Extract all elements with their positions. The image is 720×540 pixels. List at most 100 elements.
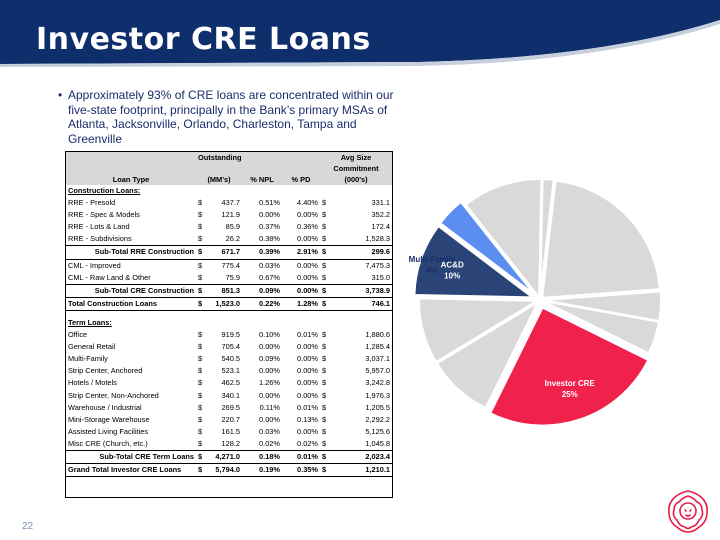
header-blank [282, 152, 320, 163]
row-pd: 0.00% [297, 390, 318, 400]
row-avg-commitment: 1,205.5 [365, 402, 390, 412]
row-currency: $ [320, 463, 330, 478]
row-label: Assisted Living Facilities [68, 426, 149, 436]
row-currency: $ [198, 330, 203, 340]
row-currency: $ [198, 390, 203, 400]
header-avg-2: Commitment [320, 163, 392, 174]
row-pd: 2.91% [282, 245, 320, 260]
header-blank [206, 163, 242, 174]
row-avg-commitment: 1,045.8 [365, 438, 390, 448]
row-avg-commitment: 352.2 [371, 210, 391, 220]
row-currency: $ [322, 198, 327, 208]
row-avg-commitment: 5,125.6 [365, 426, 390, 436]
row-pd: 1.28% [282, 296, 320, 311]
pie-other-slice [464, 180, 543, 300]
header-blank [282, 163, 320, 174]
pie-value-multi-family: 4% [426, 266, 438, 275]
subtotal-row: Sub-Total RRE Construction $671.7 0.39% 2.9… [66, 245, 392, 260]
row-currency: $ [196, 449, 206, 465]
row-currency: $ [320, 296, 330, 311]
header-blank [66, 152, 196, 163]
row-npl: 0.00% [259, 210, 280, 220]
row-label: RRE - Spec & Models [68, 210, 140, 220]
row-pd: 0.01% [297, 402, 318, 412]
row-currency: $ [322, 366, 327, 376]
table-row: RRE - Lots & Land $85.9 0.37% 0.36% $172.4 [66, 221, 392, 233]
header-loan-type: Loan Type [66, 174, 196, 185]
row-currency: $ [322, 342, 327, 352]
row-label: CML - Raw Land & Other [68, 272, 151, 282]
row-outstanding: 269.5 [221, 402, 241, 412]
row-npl: 0.03% [259, 426, 280, 436]
row-currency: $ [322, 438, 327, 448]
row-outstanding: 705.4 [221, 342, 241, 352]
table-row: General Retail $705.4 0.00% 0.00% $1,285.4 [66, 341, 392, 353]
row-npl: 0.19% [242, 463, 282, 478]
row-currency: $ [322, 354, 327, 364]
bullet-text: Approximately 93% of CRE loans are conce… [68, 88, 394, 146]
table-row: Strip Center, Anchored $523.1 0.00% 0.00% $5… [66, 365, 392, 377]
row-npl: 0.02% [259, 438, 280, 448]
row-avg-commitment: 7,475.3 [365, 260, 390, 270]
row-pd: 0.36% [297, 222, 318, 232]
row-currency: $ [322, 222, 327, 232]
row-outstanding: 1,523.0 [206, 296, 242, 311]
row-avg-commitment: 2,023.4 [330, 449, 392, 465]
row-label: Sub-Total RRE Construction [66, 245, 196, 260]
row-currency: $ [320, 283, 330, 298]
row-avg-commitment: 5,957.0 [365, 366, 390, 376]
section-row: Construction Loans: [66, 185, 392, 197]
row-npl: 0.00% [259, 414, 280, 424]
row-label: RRE - Subdivisions [68, 234, 132, 244]
row-npl: 0.10% [259, 330, 280, 340]
table-row: Mini-Storage Warehouse $220.7 0.00% 0.13% $2… [66, 414, 392, 426]
row-npl: 0.09% [242, 283, 282, 298]
row-outstanding: 26.2 [225, 234, 240, 244]
row-avg-commitment: 3,738.9 [330, 283, 392, 298]
row-label: CML - Improved [68, 260, 121, 270]
row-label: Grand Total Investor CRE Loans [66, 463, 196, 478]
page-number: 22 [22, 521, 34, 532]
row-pd: 0.01% [297, 330, 318, 340]
row-npl: 0.67% [259, 272, 280, 282]
row-outstanding: 437.7 [221, 198, 241, 208]
row-label: General Retail [68, 342, 116, 352]
row-currency: $ [196, 283, 206, 298]
row-pd: 0.35% [282, 463, 320, 478]
row-avg-commitment: 299.6 [330, 245, 392, 260]
table-row: Multi-Family $540.5 0.09% 0.00% $3,037.1 [66, 353, 392, 365]
row-outstanding: 220.7 [221, 414, 241, 424]
pie-other-slice [541, 180, 661, 300]
row-label: Warehouse / Industrial [68, 402, 142, 412]
grand-total-row: Grand Total Investor CRE Loans $5,794.0 0.… [66, 463, 392, 478]
subtotal-row: Sub-Total CRE Term Loans $4,271.0 0.18% 0.0… [66, 449, 392, 465]
row-npl: 0.38% [259, 234, 280, 244]
row-currency: $ [322, 330, 327, 340]
table-row: Assisted Living Facilities $161.5 0.03% 0.0… [66, 426, 392, 438]
pie-other-slice [435, 299, 541, 410]
row-label: RRE - Presold [68, 198, 116, 208]
row-avg-commitment: 1,528.3 [365, 234, 390, 244]
row-pd: 0.00% [297, 272, 318, 282]
row-pd: 0.00% [282, 283, 320, 298]
term-section-header: Term Loans: [68, 317, 112, 327]
row-npl: 0.37% [259, 222, 280, 232]
row-outstanding: 851.3 [206, 283, 242, 298]
lion-logo-icon [668, 490, 708, 533]
header-banner: Investor CRE Loans [0, 0, 720, 68]
row-avg-commitment: 3,037.1 [365, 354, 390, 364]
row-npl: 0.03% [259, 260, 280, 270]
table-row: Strip Center, Non-Anchored $340.1 0.00% 0.0… [66, 390, 392, 402]
header-avg-3: (000's) [320, 174, 392, 185]
row-currency: $ [198, 354, 203, 364]
table-row: Hotels / Motels $462.5 1.26% 0.00% $3,242.8 [66, 377, 392, 389]
row-pd: 0.00% [297, 378, 318, 388]
table-row: CML - Improved $775.4 0.03% 0.00% $7,475.3 [66, 259, 392, 272]
header-blank [242, 152, 282, 163]
row-pd: 0.00% [297, 342, 318, 352]
row-label: Office [68, 330, 88, 340]
row-outstanding: 523.1 [221, 366, 241, 376]
row-pd: 0.13% [297, 414, 318, 424]
row-avg-commitment: 1,210.1 [330, 463, 392, 478]
pie-label-investor-cre: Investor CRE [545, 379, 596, 388]
